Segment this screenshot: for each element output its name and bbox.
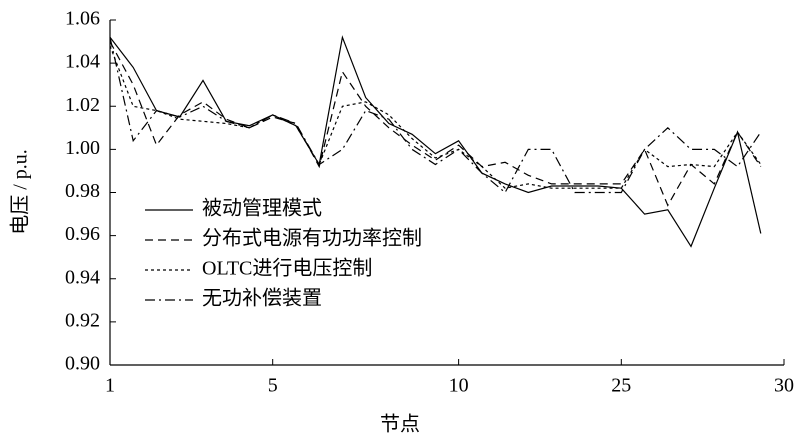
y-tick-label: 0.98: [65, 180, 100, 202]
y-tick-label: 0.96: [65, 223, 100, 245]
series-line: [109, 37, 762, 194]
series-line: [109, 35, 762, 248]
y-tick-label: 1.06: [65, 8, 100, 30]
x-axis-label: 节点: [380, 413, 420, 436]
y-tick-label: 0.92: [65, 309, 100, 331]
y-tick-label: 0.94: [65, 266, 100, 288]
legend-label: 分布式电源有功功率控制: [202, 227, 422, 250]
x-tick-label: 5: [268, 375, 278, 397]
legend-label: 无功补偿装置: [202, 287, 322, 310]
y-tick-label: 1.02: [65, 94, 100, 116]
x-tick-label: 10: [449, 375, 469, 397]
x-tick-label: 30: [774, 375, 794, 397]
series-line: [109, 41, 762, 207]
x-tick-label: 25: [611, 375, 631, 397]
series-line: [109, 45, 762, 189]
y-tick-label: 1.04: [65, 51, 100, 73]
y-tick-label: 1.00: [65, 137, 100, 159]
x-tick-label: 1: [105, 375, 115, 397]
y-tick-label: 0.90: [65, 353, 100, 375]
legend-label: 被动管理模式: [202, 197, 322, 220]
y-axis-label: 电压 / p.u.: [9, 149, 32, 235]
legend-label: OLTC进行电压控制: [202, 257, 372, 280]
